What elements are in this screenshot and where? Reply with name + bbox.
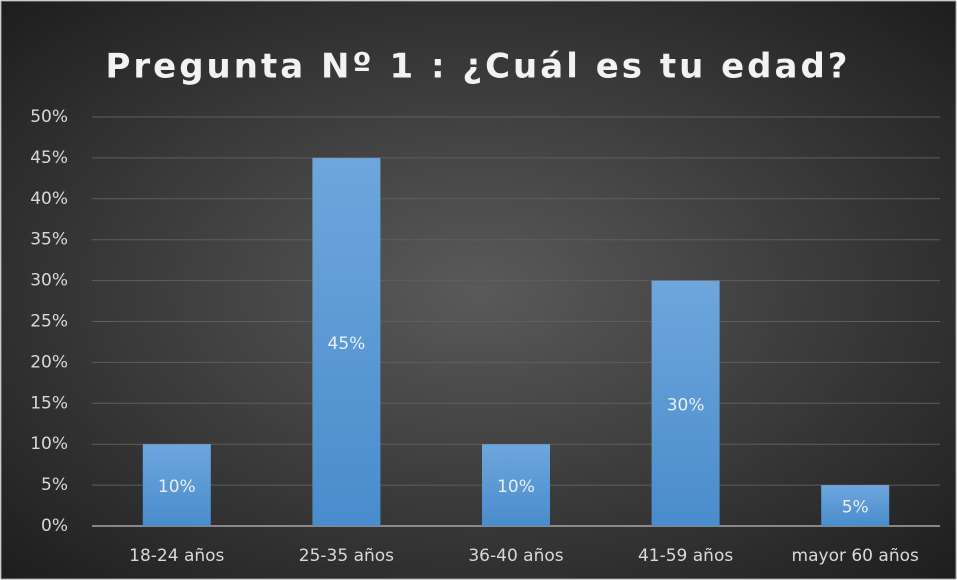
y-tick-label: 35% xyxy=(30,230,68,250)
bar xyxy=(142,444,211,526)
bar xyxy=(651,280,720,526)
y-tick-label: 10% xyxy=(30,434,68,454)
value-label: 5% xyxy=(842,498,869,518)
y-tick-label: 0% xyxy=(41,516,68,536)
y-tick-label: 15% xyxy=(30,393,68,413)
y-tick-label: 5% xyxy=(41,475,68,495)
x-tick-label: 36-40 años xyxy=(468,546,563,566)
y-tick-label: 45% xyxy=(30,148,68,168)
y-tick-label: 20% xyxy=(30,352,68,372)
x-tick-label: 41-59 años xyxy=(638,546,733,566)
chart-title: Pregunta Nº 1 : ¿Cuál es tu edad? xyxy=(105,47,850,87)
bar xyxy=(821,485,890,526)
value-label: 10% xyxy=(497,477,535,497)
y-tick-label: 50% xyxy=(30,107,68,127)
bar xyxy=(312,157,381,526)
y-tick-label: 30% xyxy=(30,271,68,291)
value-label: 10% xyxy=(158,477,196,497)
y-tick-label: 40% xyxy=(30,189,68,209)
x-tick-label: mayor 60 años xyxy=(792,546,919,566)
value-label: 45% xyxy=(328,334,366,354)
bar xyxy=(482,444,550,526)
y-tick-label: 25% xyxy=(30,312,68,332)
x-tick-label: 18-24 años xyxy=(129,546,224,566)
value-label: 30% xyxy=(667,395,705,415)
x-tick-label: 25-35 años xyxy=(299,546,394,566)
